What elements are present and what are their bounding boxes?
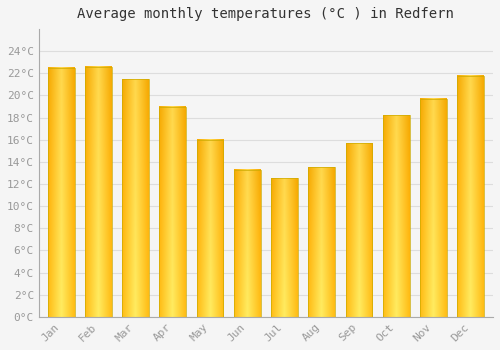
Bar [458,76,484,317]
Bar [122,79,149,317]
Bar [196,140,224,317]
Bar [346,143,372,317]
Bar [48,68,74,317]
Title: Average monthly temperatures (°C ) in Redfern: Average monthly temperatures (°C ) in Re… [78,7,454,21]
Bar [420,99,447,317]
Bar [271,178,298,317]
Bar [160,106,186,317]
Bar [85,67,112,317]
Bar [308,167,335,317]
Bar [383,116,409,317]
Bar [234,170,260,317]
